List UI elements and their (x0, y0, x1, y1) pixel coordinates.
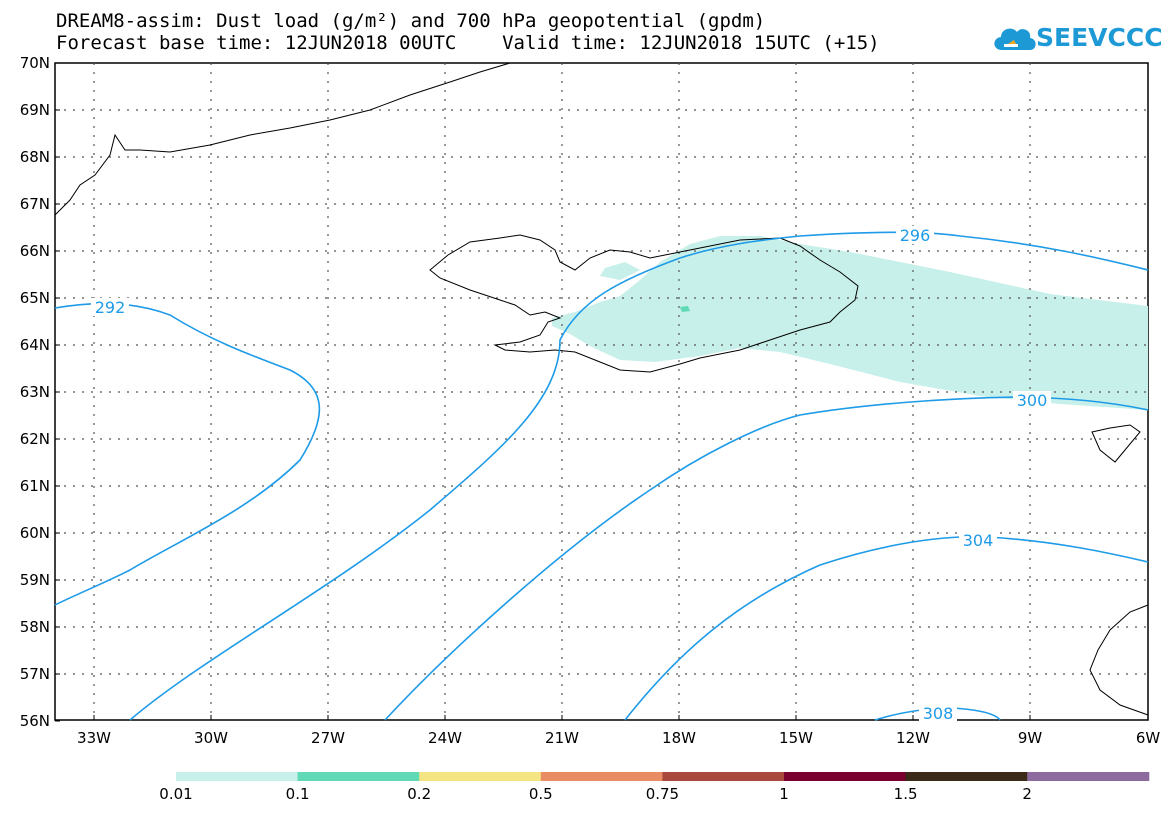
coastlines (54, 62, 1149, 716)
colorbar-swatch (784, 772, 907, 781)
dust-patch-north (600, 262, 640, 280)
colorbar-swatch (1027, 772, 1150, 781)
lon-label: 9W (1018, 729, 1043, 747)
lon-label: 21W (545, 729, 579, 747)
lat-label: 59N (20, 571, 50, 589)
colorbar-swatch (905, 772, 1028, 781)
forecast-times: Forecast base time: 12JUN2018 00UTC Vali… (56, 32, 880, 54)
contour-label: 296 (900, 226, 931, 245)
contour-label: 308 (923, 704, 954, 723)
lat-label: 57N (20, 665, 50, 683)
lon-label: 12W (896, 729, 930, 747)
greenland-coast (54, 62, 511, 216)
contour-304 (624, 535, 1149, 721)
cloud-icon (994, 28, 1036, 50)
lat-label: 56N (20, 712, 50, 730)
lon-label: 24W (428, 729, 462, 747)
faroe-coast (1091, 424, 1141, 463)
colorbar-label: 0.2 (407, 785, 431, 803)
colorbar-swatch (297, 772, 420, 781)
scotland-coast (1089, 604, 1149, 716)
lat-label: 65N (20, 289, 50, 307)
dust-plume (552, 236, 1148, 410)
contour-296 (129, 231, 1149, 721)
seevccc-logo: SEEVCCC (1036, 23, 1163, 52)
lat-label: 58N (20, 618, 50, 636)
lat-label: 66N (20, 242, 50, 260)
lon-label: 18W (662, 729, 696, 747)
lon-label: 15W (779, 729, 813, 747)
colorbar-label: 0.5 (529, 785, 553, 803)
colorbar-swatch (176, 772, 299, 781)
lon-label: 27W (311, 729, 345, 747)
lat-label: 68N (20, 148, 50, 166)
iceland-coast (429, 234, 859, 373)
colorbar-label: 0.1 (286, 785, 310, 803)
lat-label: 60N (20, 524, 50, 542)
lat-label: 70N (20, 54, 50, 72)
colorbar (176, 772, 1150, 781)
colorbar-label: 0.01 (159, 785, 192, 803)
colorbar-swatch (540, 772, 663, 781)
map-title: DREAM8-assim: Dust load (g/m²) and 700 h… (56, 10, 766, 32)
lat-label: 69N (20, 101, 50, 119)
lon-label: 6W (1136, 729, 1161, 747)
lon-label: 33W (77, 729, 111, 747)
contour-label: 292 (95, 298, 126, 317)
lon-label: 30W (194, 729, 228, 747)
lat-label: 61N (20, 477, 50, 495)
contour-label: 304 (963, 531, 994, 550)
dust-patch-01 (680, 306, 690, 312)
colorbar-label: 2 (1022, 785, 1032, 803)
colorbar-swatch (662, 772, 785, 781)
colorbar-label: 1.5 (894, 785, 918, 803)
lat-label: 62N (20, 430, 50, 448)
lat-label: 63N (20, 383, 50, 401)
lat-label: 67N (20, 195, 50, 213)
colorbar-label: 1 (779, 785, 789, 803)
contour-label: 300 (1017, 391, 1048, 410)
contour-292 (54, 302, 321, 606)
lat-label: 64N (20, 336, 50, 354)
colorbar-label: 0.75 (646, 785, 679, 803)
colorbar-swatch (419, 772, 542, 781)
